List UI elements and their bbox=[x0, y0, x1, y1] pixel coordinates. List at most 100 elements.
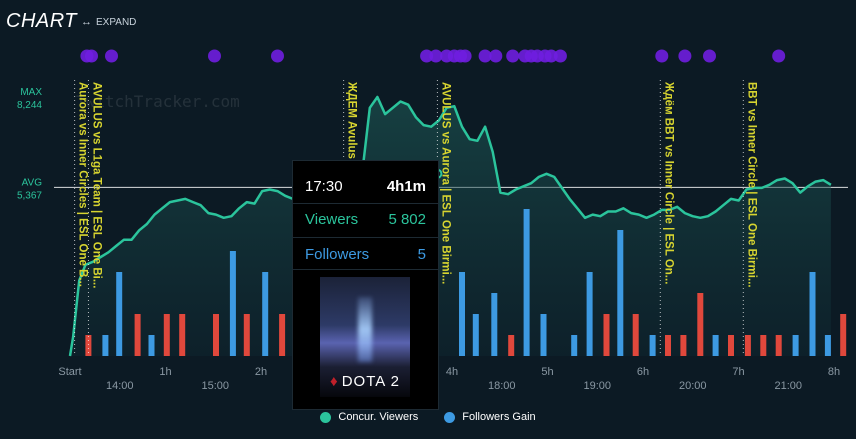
expand-label: EXPAND bbox=[96, 16, 137, 28]
event-dot bbox=[458, 49, 472, 63]
followers-bar bbox=[632, 314, 639, 356]
legend-label: Followers Gain bbox=[462, 411, 536, 423]
tooltip-divider bbox=[293, 269, 438, 270]
legend-item-viewers[interactable]: Concur. Viewers bbox=[320, 411, 418, 423]
event-dot bbox=[772, 49, 786, 63]
event-dot bbox=[208, 49, 221, 63]
tooltip-viewers-value: 5 802 bbox=[388, 211, 426, 228]
tooltip-followers-value: 5 bbox=[417, 246, 426, 263]
x-tick-label: 14:00 bbox=[106, 380, 134, 392]
event-dot bbox=[703, 49, 716, 63]
followers-bar bbox=[540, 314, 547, 356]
event-dot bbox=[271, 49, 284, 63]
reference-line-name: AVG bbox=[22, 177, 43, 188]
x-tick-label: 18:00 bbox=[488, 380, 516, 392]
followers-bar bbox=[243, 314, 250, 356]
reference-line-name: MAX bbox=[20, 87, 42, 98]
legend-item-followers-gain[interactable]: Followers Gain bbox=[444, 411, 536, 423]
title-change-label: Ждём BBT vs Inner Circle | ESL On... bbox=[662, 81, 674, 284]
x-tick-label: 21:00 bbox=[774, 380, 802, 392]
followers-bar bbox=[760, 335, 767, 356]
followers-bar bbox=[712, 335, 719, 356]
title-change-label: BBT vs Inner Circle | ESL One Birmi... bbox=[745, 82, 757, 288]
event-dot bbox=[105, 49, 118, 63]
tooltip-followers-label: Followers bbox=[305, 246, 370, 263]
reference-line-value: 8,244 bbox=[17, 100, 42, 111]
followers-bar bbox=[792, 335, 799, 356]
viewers-area bbox=[70, 97, 831, 356]
x-tick-label: 5h bbox=[541, 366, 553, 378]
tooltip-followers-row: Followers 5 bbox=[305, 246, 426, 263]
followers-bar bbox=[179, 314, 186, 356]
followers-bar bbox=[571, 335, 578, 356]
tooltip-viewers-label: Viewers bbox=[305, 211, 359, 228]
tooltip-duration: 4h1m bbox=[386, 178, 426, 195]
event-dot bbox=[678, 49, 692, 63]
followers-bar bbox=[697, 293, 704, 356]
x-tick-label: 19:00 bbox=[583, 380, 611, 392]
followers-bar bbox=[649, 335, 656, 356]
followers-bar bbox=[213, 314, 219, 356]
followers-bar bbox=[809, 272, 816, 356]
x-tick-label: 2h bbox=[255, 366, 267, 378]
followers-bar bbox=[491, 293, 498, 356]
title-change-label: AVULUS vs L1ga Team | ESL One Bi... bbox=[90, 82, 102, 288]
event-dot bbox=[85, 49, 98, 63]
tooltip-viewers-row: Viewers 5 802 bbox=[305, 211, 426, 228]
followers-bar bbox=[262, 272, 269, 356]
event-dot bbox=[420, 49, 434, 63]
followers-bar bbox=[824, 335, 831, 356]
x-tick-label: 20:00 bbox=[679, 380, 707, 392]
title-change-label: Aurora vs Inner Circles | ESL One B... bbox=[77, 82, 89, 287]
tooltip-time-row: 17:30 4h1m bbox=[305, 178, 426, 195]
followers-bar bbox=[229, 251, 236, 356]
viewers-line bbox=[68, 95, 832, 357]
followers-bar bbox=[102, 335, 109, 356]
followers-bar bbox=[744, 335, 751, 356]
game-box-art: ♦ DOTA 2 bbox=[320, 277, 410, 397]
title-change-label: ЖДЕМ Avulus bbox=[346, 81, 358, 159]
x-tick-label: Start bbox=[58, 366, 81, 378]
game-art-glow bbox=[358, 297, 372, 362]
followers-bar bbox=[472, 314, 479, 356]
x-tick-label: 1h bbox=[159, 366, 171, 378]
legend-dot-icon bbox=[444, 411, 456, 423]
followers-bar bbox=[148, 335, 155, 356]
game-title: DOTA 2 bbox=[341, 373, 400, 390]
followers-bar bbox=[508, 335, 515, 356]
x-tick-label: 4h bbox=[446, 366, 458, 378]
followers-bar bbox=[617, 230, 624, 356]
x-tick-label: 7h bbox=[732, 366, 744, 378]
x-tick-label: 6h bbox=[637, 366, 649, 378]
followers-bar bbox=[840, 314, 847, 356]
followers-bar bbox=[665, 335, 671, 356]
tooltip-divider bbox=[293, 203, 438, 204]
event-dot bbox=[429, 49, 443, 63]
event-dot bbox=[489, 49, 503, 63]
chart-title: CHART bbox=[6, 10, 78, 32]
expand-button[interactable]: ↔ EXPAND bbox=[81, 16, 136, 28]
chart-legend: Concur. Viewers Followers Gain bbox=[0, 411, 856, 423]
followers-bar bbox=[279, 314, 286, 356]
followers-bar bbox=[603, 314, 610, 356]
followers-bar bbox=[586, 272, 593, 356]
expand-arrows-icon: ↔ bbox=[81, 16, 92, 28]
followers-bar bbox=[116, 272, 123, 356]
x-tick-label: 15:00 bbox=[201, 380, 229, 392]
event-dot bbox=[544, 49, 558, 63]
event-dot bbox=[506, 49, 520, 63]
followers-bar bbox=[163, 314, 170, 356]
dota-logo-icon: ♦ bbox=[330, 373, 339, 390]
followers-bar bbox=[728, 335, 734, 356]
x-tick-label: 8h bbox=[828, 366, 840, 378]
legend-label: Concur. Viewers bbox=[338, 411, 419, 423]
chart-tooltip: 17:30 4h1m Viewers 5 802 Followers 5 ♦ DO… bbox=[292, 160, 439, 410]
game-logo: ♦ DOTA 2 bbox=[320, 373, 410, 390]
followers-bar bbox=[775, 335, 782, 356]
followers-bar bbox=[459, 272, 465, 356]
reference-line-value: 5,367 bbox=[17, 190, 42, 201]
tooltip-time: 17:30 bbox=[305, 178, 343, 195]
followers-bar bbox=[85, 335, 92, 356]
tooltip-divider bbox=[293, 237, 438, 238]
